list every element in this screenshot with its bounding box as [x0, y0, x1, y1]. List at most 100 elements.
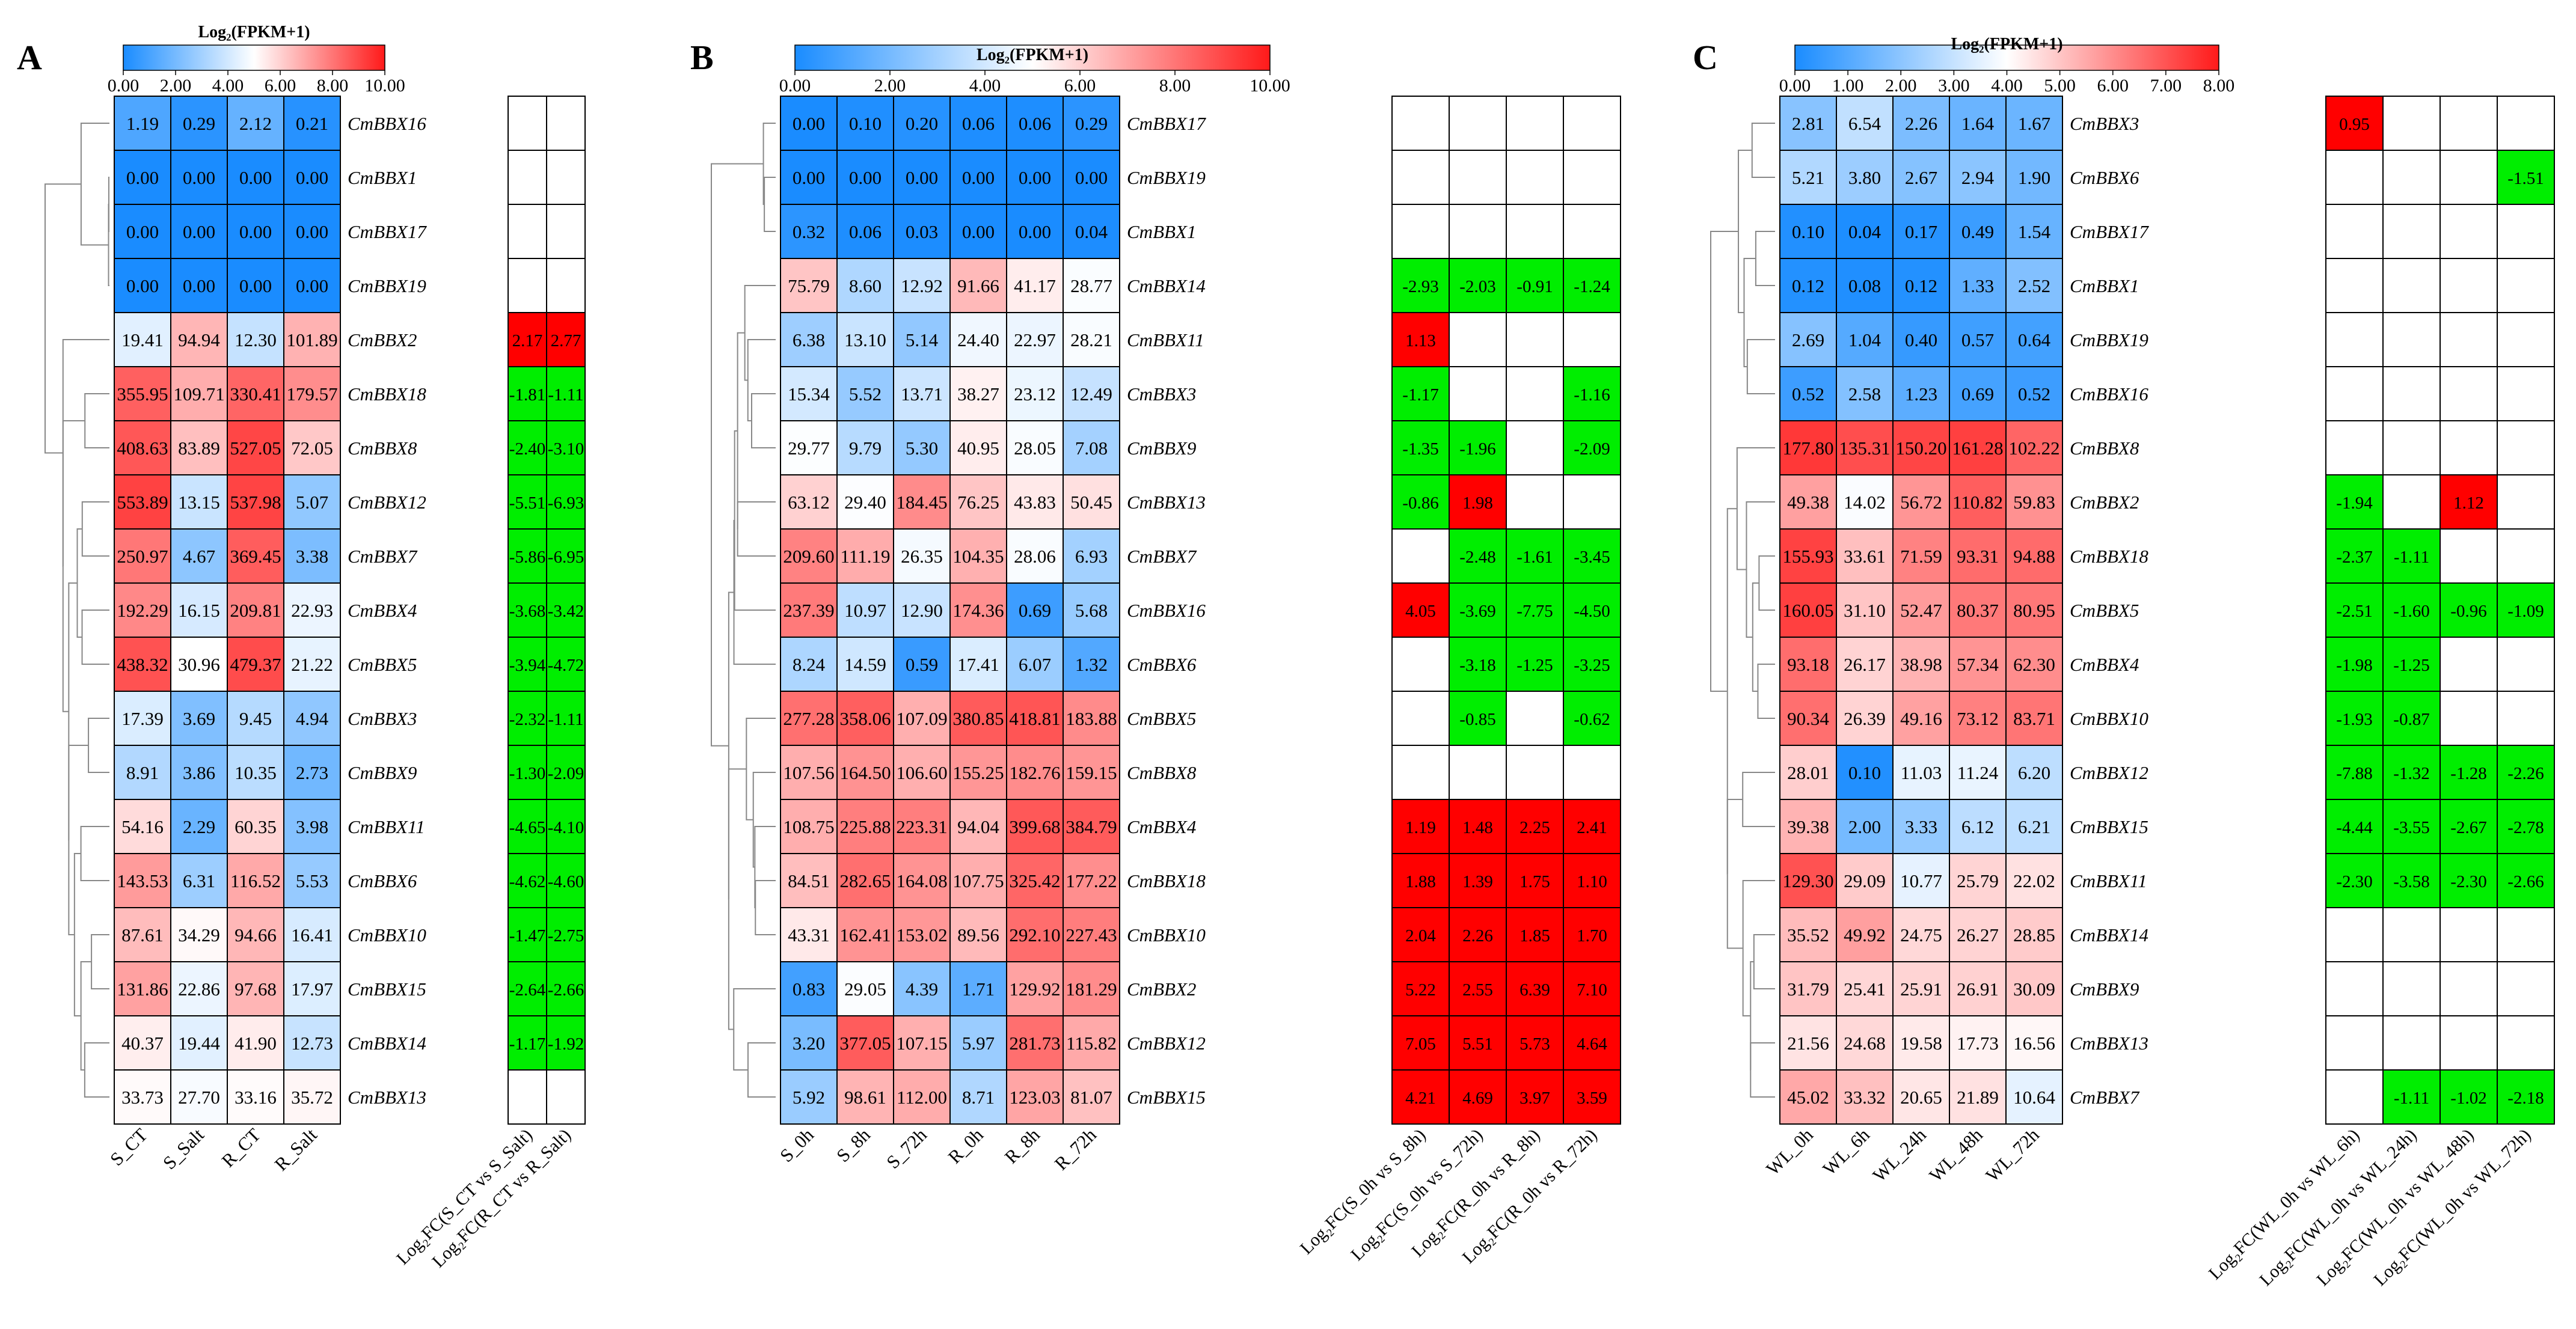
fold-change-value: -0.87: [2393, 710, 2429, 729]
heatmap-cell: [227, 366, 284, 421]
cell-value: 6.21: [2018, 816, 2050, 837]
heatmap-cell: [949, 799, 1007, 854]
heatmap-cell: [2005, 1015, 2063, 1071]
fold-change-value: -0.96: [2450, 602, 2486, 621]
cell-value: 6.31: [183, 870, 215, 891]
fold-change-value: 2.17: [512, 331, 543, 350]
cell-value: 28.77: [1070, 275, 1112, 296]
fold-change-cell: [2325, 366, 2384, 421]
cell-value: 8.24: [793, 654, 826, 675]
fold-change-value: 1.10: [1577, 872, 1607, 891]
dendrogram-branch: [754, 826, 776, 908]
heatmap-cell: [1006, 582, 1064, 638]
fold-change-cell: [2325, 799, 2384, 854]
fold-change-cell: [2382, 1069, 2441, 1125]
fold-change-cell: [2382, 312, 2441, 367]
heatmap-cell: [949, 961, 1007, 1016]
heatmap-cell: [893, 637, 951, 692]
dendrogram-branch: [1751, 123, 1775, 178]
fold-change-cell: [508, 258, 547, 313]
gene-label: CmBBX12: [348, 492, 426, 513]
heatmap-cell: [1779, 312, 1837, 367]
heatmap-cell: [836, 582, 894, 638]
fold-change-cell: [1563, 528, 1621, 584]
gene-label: CmBBX13: [2070, 1033, 2148, 1054]
cell-value: 12.90: [901, 600, 943, 621]
fold-change-value: -4.44: [2336, 818, 2373, 837]
heatmap-cell: [2005, 204, 2063, 259]
cell-value: 377.05: [839, 1033, 891, 1054]
fold-change-cell: [2497, 204, 2555, 259]
cell-value: 72.05: [291, 438, 333, 459]
cell-value: 5.21: [1792, 167, 1824, 188]
fold-change-cell: [1449, 799, 1507, 854]
color-scale-tick-label: 10.00: [1250, 76, 1290, 96]
cell-value: 107.15: [896, 1033, 947, 1054]
dendrogram-branch: [62, 339, 109, 567]
fold-change-cell: [2497, 582, 2555, 638]
dendrogram-branch: [762, 123, 776, 205]
gene-label: CmBBX14: [1127, 275, 1206, 296]
heatmap-cell: [1949, 312, 2007, 367]
dendrogram-branch: [81, 501, 109, 557]
cell-value: 29.40: [844, 492, 886, 513]
cell-value: 5.53: [296, 870, 328, 891]
heatmap-cell: [780, 961, 838, 1016]
panel-letter: C: [1693, 38, 1718, 77]
cell-value: 0.40: [1905, 329, 1937, 350]
cell-value: 28.06: [1014, 546, 1056, 567]
fold-change-value: 4.05: [1405, 602, 1436, 621]
fold-change-value: -1.11: [2394, 1089, 2429, 1108]
cell-value: 177.80: [1782, 438, 1833, 459]
cell-value: 10.35: [235, 762, 277, 783]
gene-label: CmBBX6: [1127, 654, 1197, 675]
heatmap-cell: [170, 907, 228, 962]
fold-change-cell: [1449, 204, 1507, 259]
dendrogram-branch: [1726, 799, 1743, 949]
gene-label: CmBBX8: [2070, 438, 2139, 459]
cell-value: 43.83: [1014, 492, 1056, 513]
fold-change-cell: [1563, 474, 1621, 530]
cell-value: 26.39: [1844, 708, 1886, 729]
cell-value: 27.70: [178, 1087, 220, 1108]
cell-value: 160.05: [1782, 600, 1833, 621]
fold-change-value: -1.93: [2336, 710, 2372, 729]
fold-change-cell: [2440, 474, 2498, 530]
fold-change-cell: [2440, 1015, 2498, 1071]
cell-value: 24.75: [1900, 924, 1942, 946]
heatmap-cell: [1892, 150, 1950, 205]
fold-change-cell: [1449, 907, 1507, 962]
fold-change-cell: [1563, 312, 1621, 367]
cell-value: 41.17: [1014, 275, 1056, 296]
heatmap-cell: [1892, 528, 1950, 584]
fold-change-cell: [1449, 366, 1507, 421]
fold-change-cell: [2382, 474, 2441, 530]
heatmap-cell: [1779, 907, 1837, 962]
fold-change-cell: [1563, 637, 1621, 692]
heatmap-cell: [893, 96, 951, 151]
gene-label: CmBBX17: [1127, 113, 1206, 134]
fold-change-cell: [1391, 96, 1450, 151]
fold-change-value: -0.85: [1459, 710, 1495, 729]
fold-change-cell: [2325, 691, 2384, 746]
column-label: R_Salt: [271, 1124, 322, 1175]
cell-value: 25.41: [1844, 979, 1886, 1000]
heatmap-cell: [283, 474, 341, 530]
cell-value: 115.82: [1066, 1033, 1117, 1054]
fold-change-cell: [1506, 420, 1564, 475]
fold-change-cell: [546, 258, 586, 313]
fold-change-value: -1.11: [548, 385, 583, 405]
heatmap-cell: [949, 637, 1007, 692]
fold-change-value: -1.25: [1516, 656, 1553, 675]
color-scale-tick-label: 4.00: [969, 76, 1001, 96]
cell-value: 0.00: [126, 167, 159, 188]
heatmap-cell: [1949, 961, 2007, 1016]
fold-change-cell: [1506, 96, 1564, 151]
cell-value: 17.39: [121, 708, 164, 729]
cell-value: 0.00: [239, 167, 272, 188]
gene-label: CmBBX16: [1127, 600, 1206, 621]
heatmap-cell: [227, 907, 284, 962]
fold-change-value: -0.86: [1402, 493, 1438, 513]
dendrogram-branch: [711, 163, 764, 747]
fold-change-value: -2.40: [509, 439, 545, 459]
